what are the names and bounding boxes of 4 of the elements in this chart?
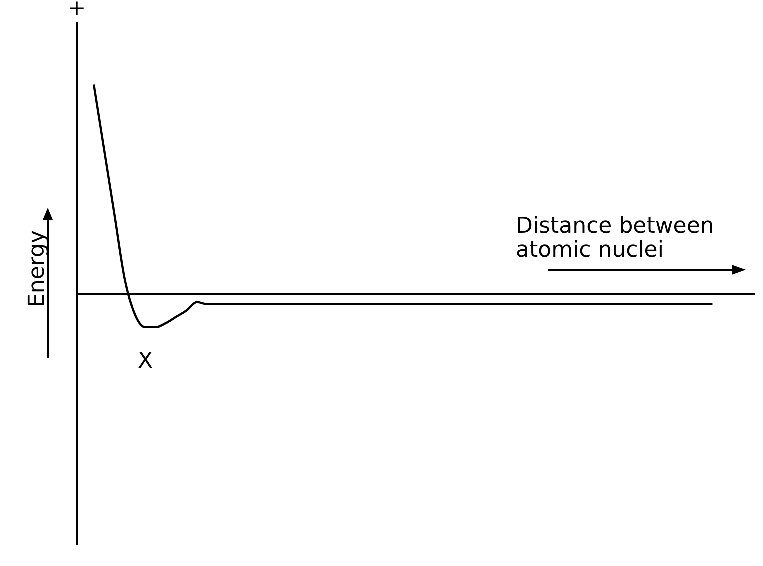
x-axis-title: Distance between atomic nuclei [516,214,714,263]
y-axis-title: Energy [25,229,50,310]
annotation: X [138,349,154,374]
text: + [68,0,86,22]
